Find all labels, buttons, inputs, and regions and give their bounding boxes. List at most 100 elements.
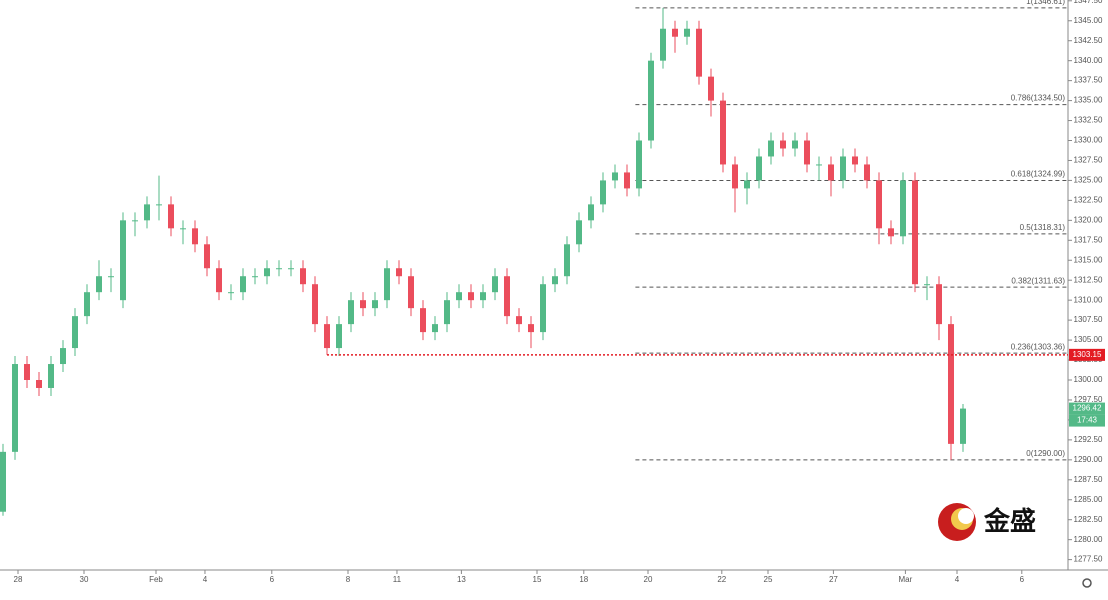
candle-body [564,244,570,277]
x-tick-label: 15 [533,575,542,584]
candle-body [372,300,378,309]
candle-body [480,292,486,301]
candle-body [396,268,402,277]
candle-body [36,380,42,388]
candle-body [624,172,630,189]
y-tick-label: 1322.50 [1074,195,1103,204]
candle-body [48,364,54,388]
candle-body [504,276,510,317]
candle-body [948,324,954,444]
candle-body [420,308,426,333]
candle-body [228,292,234,294]
price-tag-label: 1296.42 [1073,404,1102,413]
fib-label: 0.618(1324.99) [1011,170,1066,179]
candle-body [672,28,678,37]
x-tick-label: 6 [1020,575,1025,584]
candle-body [852,156,858,165]
x-tick-label: 4 [203,575,208,584]
candle-body [324,324,330,349]
candle-body [648,60,654,141]
x-tick-label: 11 [393,575,402,584]
candle-body [96,276,102,293]
candle-body [636,140,642,189]
candle-body [456,292,462,301]
y-tick-label: 1317.50 [1074,235,1103,244]
x-tick-label: 25 [764,575,773,584]
candle-body [276,268,282,270]
x-tick-label: 30 [80,575,89,584]
candle-body [720,100,726,165]
candle-body [696,28,702,77]
candle-body [432,324,438,333]
candle-body [864,164,870,181]
y-tick-label: 1342.50 [1074,36,1103,45]
candle-body [120,220,126,301]
y-tick-label: 1297.50 [1074,395,1103,404]
countdown-tag [1069,414,1105,427]
candle-body [612,172,618,181]
y-tick-label: 1292.50 [1074,435,1103,444]
candle-body [60,348,66,365]
candle-body [816,164,822,166]
y-tick-label: 1305.00 [1074,335,1103,344]
candle-body [252,276,258,278]
y-tick-label: 1320.00 [1074,215,1103,224]
candle-body [108,276,114,278]
y-tick-label: 1287.50 [1074,475,1103,484]
candle-body [444,300,450,325]
candle-body [924,284,930,286]
y-tick-label: 1340.00 [1074,56,1103,65]
x-tick-label: 8 [346,575,351,584]
candle-body [744,180,750,189]
candle-body [828,164,834,181]
x-tick-label: 18 [579,575,588,584]
logo-text: 金盛 [983,506,1036,536]
price-tag-label: 1303.15 [1073,350,1102,359]
y-tick-label: 1312.50 [1074,275,1103,284]
candle-body [684,28,690,37]
candle-body [780,140,786,149]
candle-body [576,220,582,245]
y-tick-label: 1345.00 [1074,16,1103,25]
candle-body [588,204,594,221]
x-tick-label: 6 [270,575,275,584]
logo: 金盛 [938,503,1036,541]
plot: 1277.50 1280.00 1282.50 1285.00 1287.50 1290.… [0,0,1105,584]
candle-body [468,292,474,301]
x-tick-label: 20 [644,575,653,584]
candle-body [204,244,210,269]
candle-body [912,180,918,285]
y-tick-label: 1337.50 [1074,76,1103,85]
candle-body [384,268,390,301]
price-tag [1069,348,1105,361]
fib-label: 0.382(1311.63) [1011,276,1065,285]
x-tick-label: 13 [457,575,466,584]
candle-body [804,140,810,165]
candle-body [336,324,342,349]
candle-body [216,268,222,293]
y-tick-label: 1332.50 [1074,116,1103,125]
fib-label: 0.5(1318.31) [1020,223,1066,232]
x-tick-label: 22 [717,575,726,584]
settings-gear[interactable] [1082,578,1092,588]
x-tick-label: 28 [14,575,23,584]
y-tick-label: 1282.50 [1074,515,1103,524]
settings-icon[interactable] [1082,578,1092,588]
fib-label: 1(1346.61) [1026,0,1065,6]
candle-body [492,276,498,293]
candle-body [192,228,198,245]
y-tick-label: 1315.00 [1074,255,1103,264]
fib-label: 0.786(1334.50) [1011,94,1066,103]
price-tag [1069,402,1105,415]
y-tick-label: 1347.50 [1074,0,1103,5]
candle-body [840,156,846,181]
candle-body [756,156,762,181]
y-tick-label: 1330.00 [1074,136,1103,145]
candle-body [288,268,294,270]
x-tick-label: 27 [829,575,838,584]
candle-body [888,228,894,237]
candle-body [348,300,354,325]
candle-body [408,276,414,309]
y-tick-label: 1285.00 [1074,495,1103,504]
